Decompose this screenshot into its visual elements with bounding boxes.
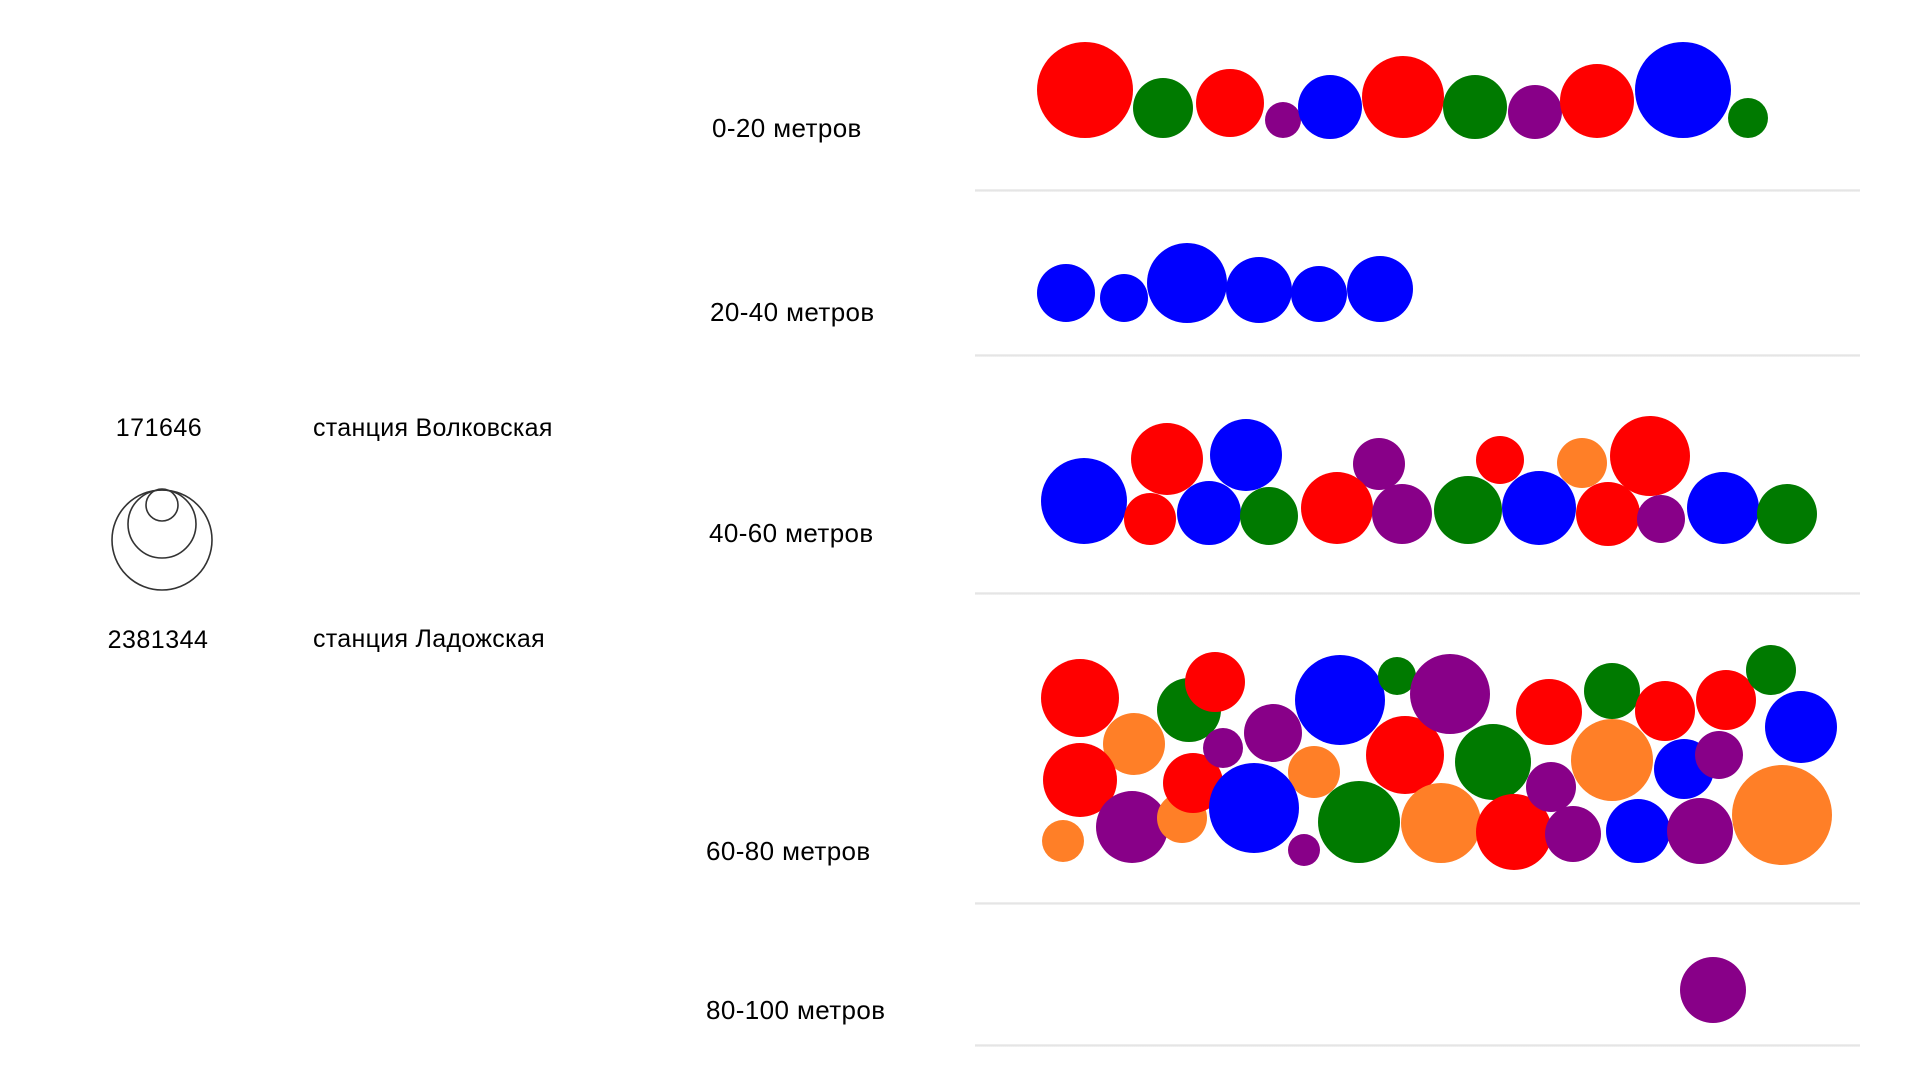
bubble-blue	[1226, 257, 1292, 323]
band-label-0-20: 0-20 метров	[712, 113, 862, 143]
bubble-blue	[1765, 691, 1837, 763]
bubble-red	[1043, 743, 1117, 817]
bubble-blue	[1635, 42, 1731, 138]
bubble-red	[1516, 679, 1582, 745]
bubble-red	[1301, 472, 1373, 544]
bubble-green	[1757, 484, 1817, 544]
bubble-green	[1133, 78, 1193, 138]
legend-max-station: станция Волковская	[313, 414, 553, 442]
bubble-blue	[1041, 458, 1127, 544]
bubble-red	[1196, 69, 1264, 137]
bubble-red	[1037, 42, 1133, 138]
bubble-blue	[1502, 471, 1576, 545]
bubble-purple	[1637, 495, 1685, 543]
bubble-red	[1163, 753, 1223, 813]
legend-circle-medium	[127, 489, 197, 559]
bubble-group-band-4	[1680, 957, 1746, 1023]
bubble-red	[1476, 436, 1524, 484]
bubble-orange	[1401, 783, 1481, 863]
bubble-purple	[1372, 484, 1432, 544]
bubble-blue	[1687, 472, 1759, 544]
bubble-orange	[1732, 765, 1832, 865]
band-label-40-60: 40-60 метров	[709, 518, 874, 548]
band-label-80-100: 80-100 метров	[706, 995, 886, 1025]
bubble-red	[1610, 416, 1690, 496]
legend-size-circles	[111, 488, 213, 591]
bubble-red	[1696, 670, 1756, 730]
legend-circle-small	[145, 488, 179, 522]
bubble-purple	[1526, 762, 1576, 812]
bubble-blue	[1209, 763, 1299, 853]
bubble-red	[1131, 423, 1203, 495]
bubble-purple	[1508, 85, 1562, 139]
bubble-blue	[1298, 75, 1362, 139]
bubble-purple	[1096, 791, 1168, 863]
bubble-orange	[1557, 438, 1607, 488]
bubble-purple	[1244, 704, 1302, 762]
bubble-purple	[1288, 834, 1320, 866]
bubble-green	[1318, 781, 1400, 863]
bubble-blue	[1147, 243, 1227, 323]
band-divider	[975, 354, 1860, 357]
bubble-red	[1560, 64, 1634, 138]
bubble-green	[1240, 487, 1298, 545]
bubble-blue	[1295, 655, 1385, 745]
bubble-blue	[1347, 256, 1413, 322]
bubble-purple	[1695, 731, 1743, 779]
bubble-orange	[1288, 746, 1340, 798]
band-divider	[975, 189, 1860, 192]
bubble-green	[1455, 724, 1531, 800]
legend-min-value: 2381344	[107, 626, 209, 654]
bubble-purple	[1545, 806, 1601, 862]
bubble-orange	[1042, 820, 1084, 862]
bubble-red	[1576, 482, 1640, 546]
bubble-orange	[1103, 713, 1165, 775]
bubble-purple	[1203, 728, 1243, 768]
bubble-purple	[1667, 798, 1733, 864]
legend-min-station: станция Ладожская	[313, 625, 545, 653]
bubble-group-band-3	[1041, 645, 1837, 870]
bubble-blue	[1177, 481, 1241, 545]
bubble-red	[1476, 794, 1552, 870]
bubble-red	[1362, 56, 1444, 138]
bubble-green	[1746, 645, 1796, 695]
bubble-purple	[1680, 957, 1746, 1023]
bubble-orange	[1571, 719, 1653, 801]
band-divider	[975, 902, 1860, 905]
bubble-green	[1378, 657, 1416, 695]
band-divider	[975, 592, 1860, 595]
bubble-green	[1728, 98, 1768, 138]
band-label-60-80: 60-80 метров	[706, 836, 871, 866]
bubble-blue	[1291, 266, 1347, 322]
bubble-green	[1443, 75, 1507, 139]
band-divider	[975, 1044, 1860, 1047]
bubble-blue	[1037, 264, 1095, 322]
bubble-group-band-2	[1041, 416, 1817, 546]
bubble-group-band-1	[1037, 243, 1413, 323]
bubble-blue	[1606, 799, 1670, 863]
bubble-purple	[1353, 438, 1405, 490]
bubble-purple	[1410, 654, 1490, 734]
bubble-red	[1124, 493, 1176, 545]
bubble-group-band-0	[1037, 42, 1768, 139]
bubble-green	[1434, 476, 1502, 544]
bubble-blue	[1100, 274, 1148, 322]
legend-max-value: 171646	[115, 414, 203, 442]
bubble-blue	[1210, 419, 1282, 491]
band-label-20-40: 20-40 метров	[710, 297, 875, 327]
bubble-purple	[1265, 102, 1301, 138]
bubble-red	[1185, 652, 1245, 712]
bubble-red	[1041, 659, 1119, 737]
bubble-red	[1635, 681, 1695, 741]
bubble-green	[1584, 663, 1640, 719]
bubble-red	[1366, 716, 1444, 794]
